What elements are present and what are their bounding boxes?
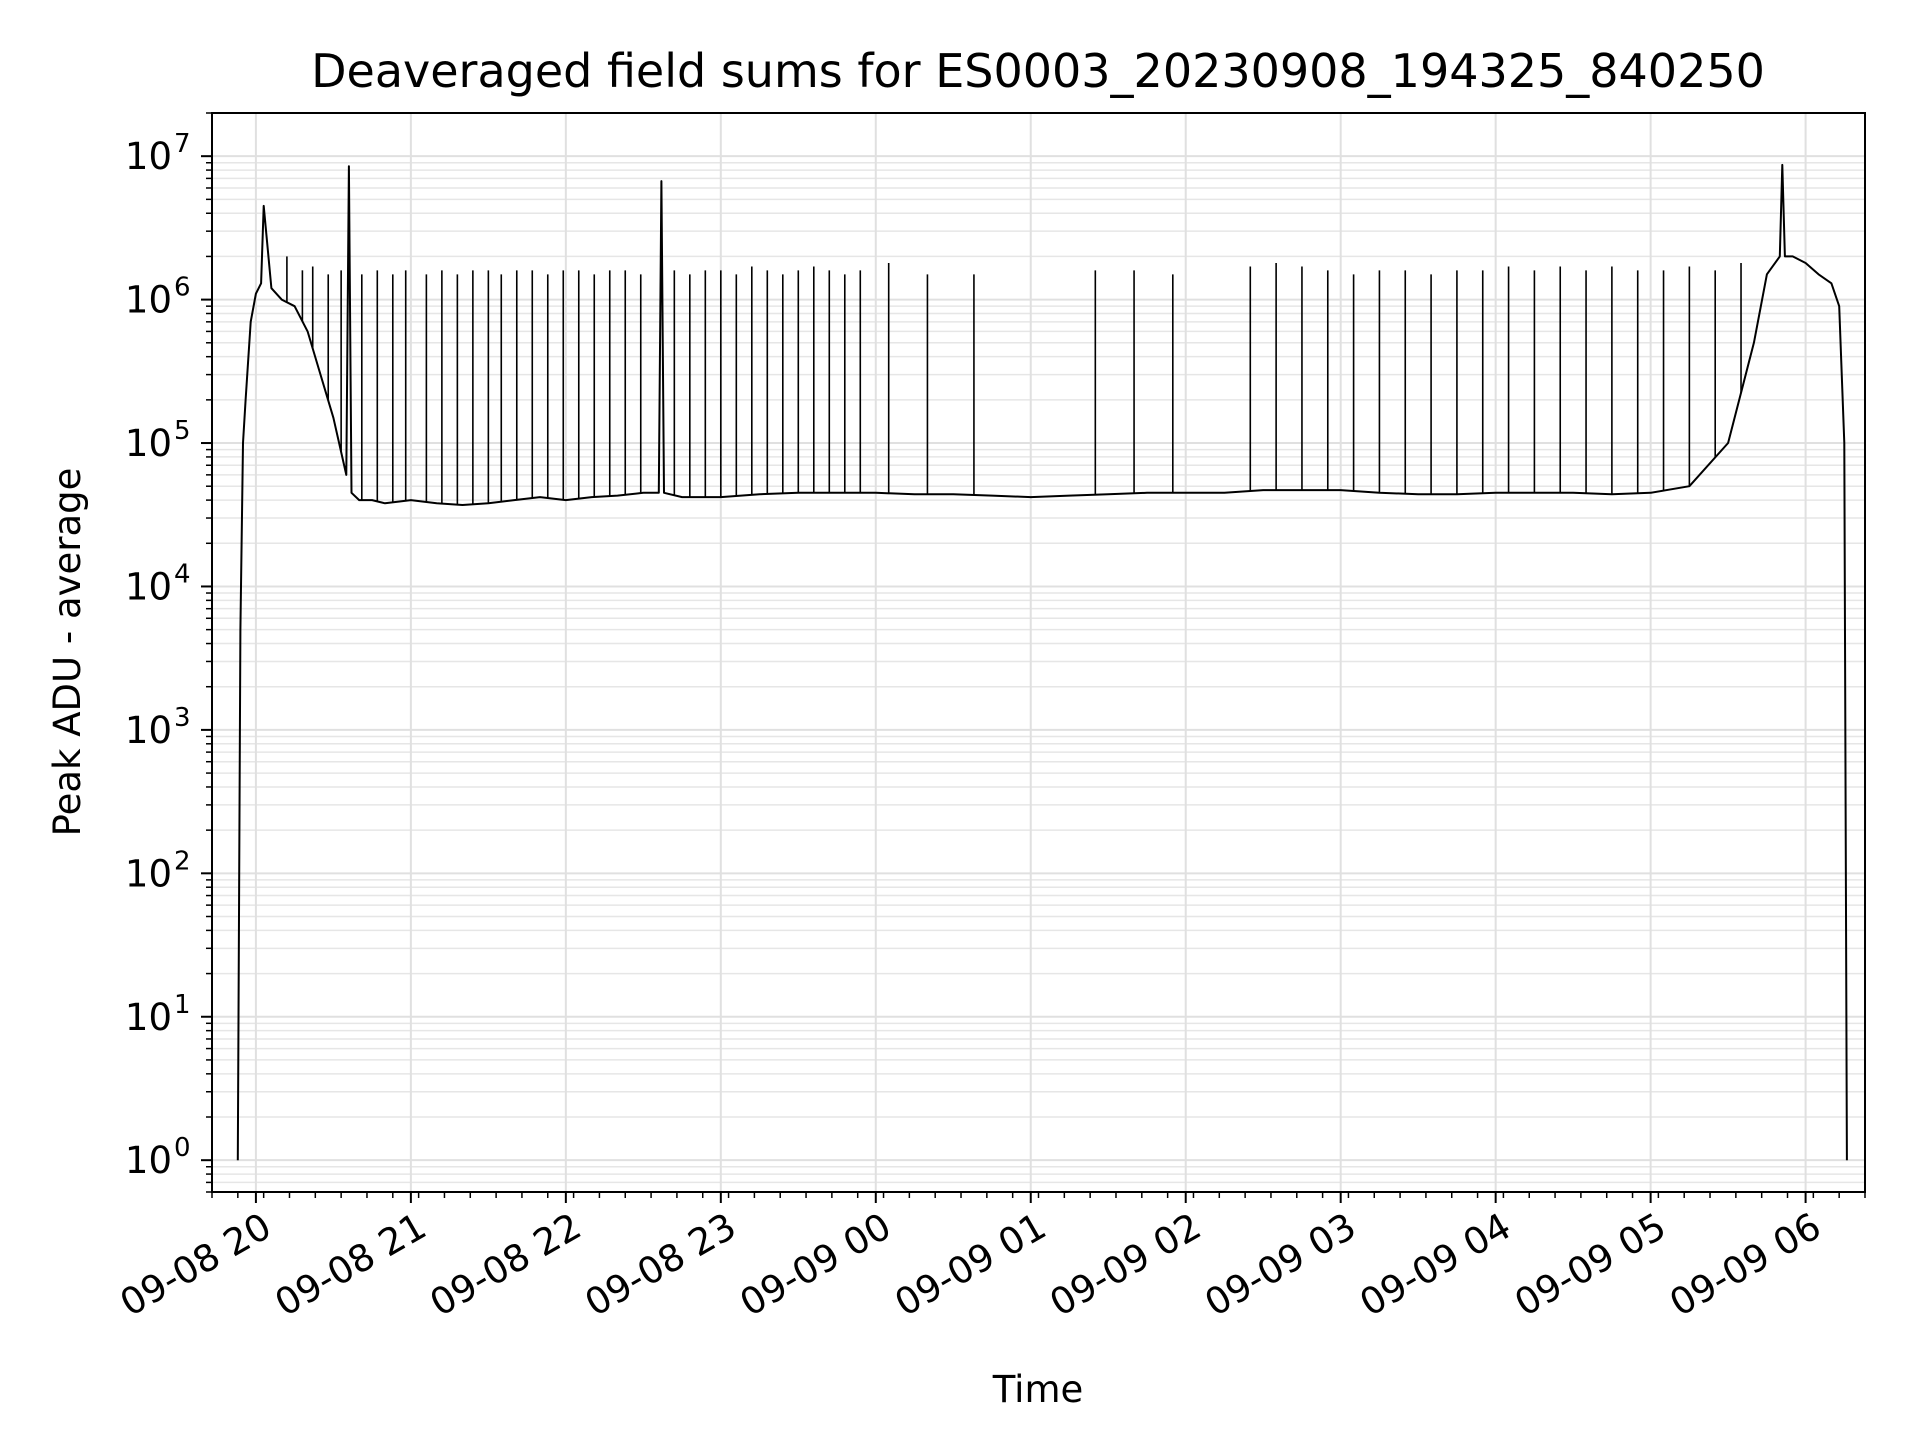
- y-tick-label: 10: [125, 852, 172, 895]
- data-layer: [236, 163, 1848, 1161]
- x-tick-label: 09-09 06: [1663, 1205, 1829, 1325]
- y-tick-label: 10: [125, 1139, 172, 1182]
- y-tick-exponent: 6: [174, 273, 191, 303]
- x-tick-label: 09-08 21: [268, 1205, 434, 1325]
- y-axis-label: Peak ADU - average: [46, 468, 89, 837]
- x-axis-label: Time: [992, 1368, 1084, 1411]
- grid-layer: [212, 112, 1865, 1193]
- y-tick-label: 10: [125, 996, 172, 1039]
- y-tick-exponent: 2: [174, 846, 191, 876]
- y-tick-exponent: 3: [174, 703, 191, 733]
- y-tick-label: 10: [125, 709, 172, 752]
- x-tick-label: 09-09 02: [1043, 1205, 1209, 1325]
- y-tick-exponent: 7: [174, 129, 191, 159]
- y-tick-label: 10: [125, 279, 172, 322]
- x-tick-label: 09-09 04: [1353, 1205, 1519, 1325]
- y-tick-label: 10: [125, 565, 172, 608]
- chart-title: Deaveraged field sums for ES0003_2023090…: [311, 44, 1765, 98]
- y-tick-label: 10: [125, 422, 172, 465]
- y-tick-label: 10: [125, 135, 172, 178]
- y-tick-exponent: 5: [174, 416, 191, 446]
- x-tick-label: 09-08 23: [578, 1205, 744, 1325]
- y-tick-exponent: 0: [174, 1133, 191, 1163]
- x-tick-label: 09-09 03: [1198, 1205, 1364, 1325]
- series-line: [236, 163, 1848, 1161]
- x-tick-label: 09-09 00: [733, 1205, 899, 1325]
- y-tick-exponent: 4: [174, 559, 191, 589]
- x-tick-label: 09-09 01: [888, 1205, 1054, 1325]
- y-tick-exponent: 1: [174, 990, 191, 1020]
- x-tick-label: 09-08 20: [113, 1205, 279, 1325]
- x-tick-label: 09-08 22: [423, 1205, 589, 1325]
- x-tick-label: 09-09 05: [1508, 1205, 1674, 1325]
